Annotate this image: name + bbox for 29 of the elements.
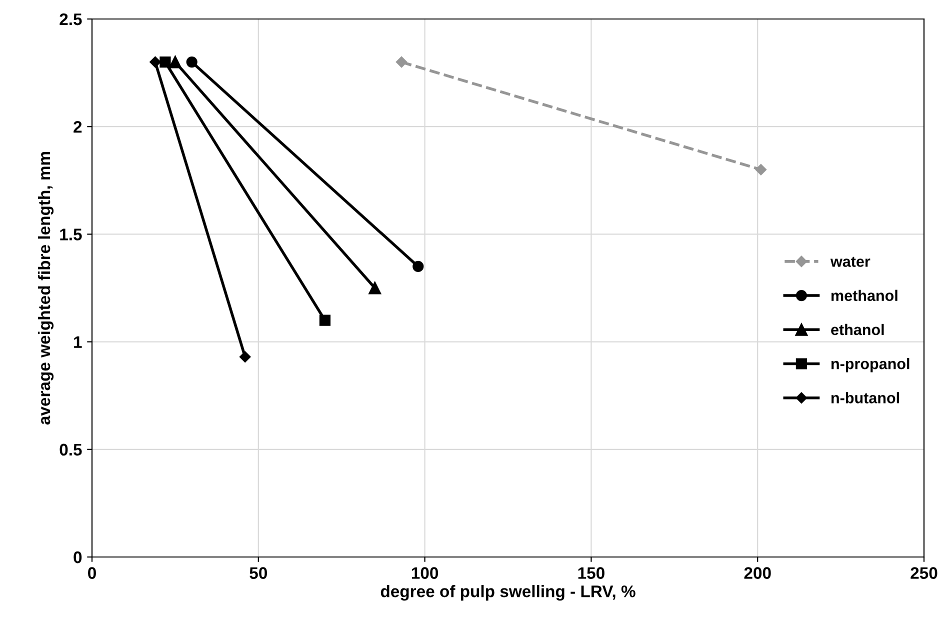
legend-label: methanol: [831, 290, 898, 302]
point: [755, 164, 767, 176]
point: [396, 56, 408, 68]
x-tick-label: 250: [910, 567, 938, 579]
x-tick-label: 50: [250, 567, 267, 579]
y-tick-label: 2: [74, 121, 82, 133]
point: [160, 56, 171, 68]
y-axis-title: average weighted fibre length, mm: [38, 152, 54, 425]
y-tick-label: 2.5: [60, 13, 82, 26]
legend-label: n-butanol: [831, 392, 899, 404]
x-tick-label: 0: [88, 567, 96, 579]
point: [319, 314, 331, 326]
x-tick-label: 150: [578, 567, 604, 579]
y-tick-label: 0.5: [60, 444, 82, 456]
legend-label: ethanol: [831, 324, 884, 336]
point: [368, 282, 382, 294]
legend-label: water: [830, 256, 870, 267]
x-tick-label: 100: [412, 567, 438, 579]
point: [150, 56, 161, 68]
point: [412, 260, 424, 272]
point: [186, 56, 198, 68]
y-tick-label: 1: [74, 336, 82, 348]
y-tick-label: 0: [74, 551, 82, 564]
point: [239, 351, 251, 362]
x-tick-label: 200: [744, 567, 771, 579]
x-axis-title: degree of pulp swelling - LRV, %: [380, 585, 636, 601]
y-tick-label: 1.5: [60, 228, 82, 240]
point: [168, 56, 182, 68]
legend-label: n-propanol: [831, 358, 910, 372]
